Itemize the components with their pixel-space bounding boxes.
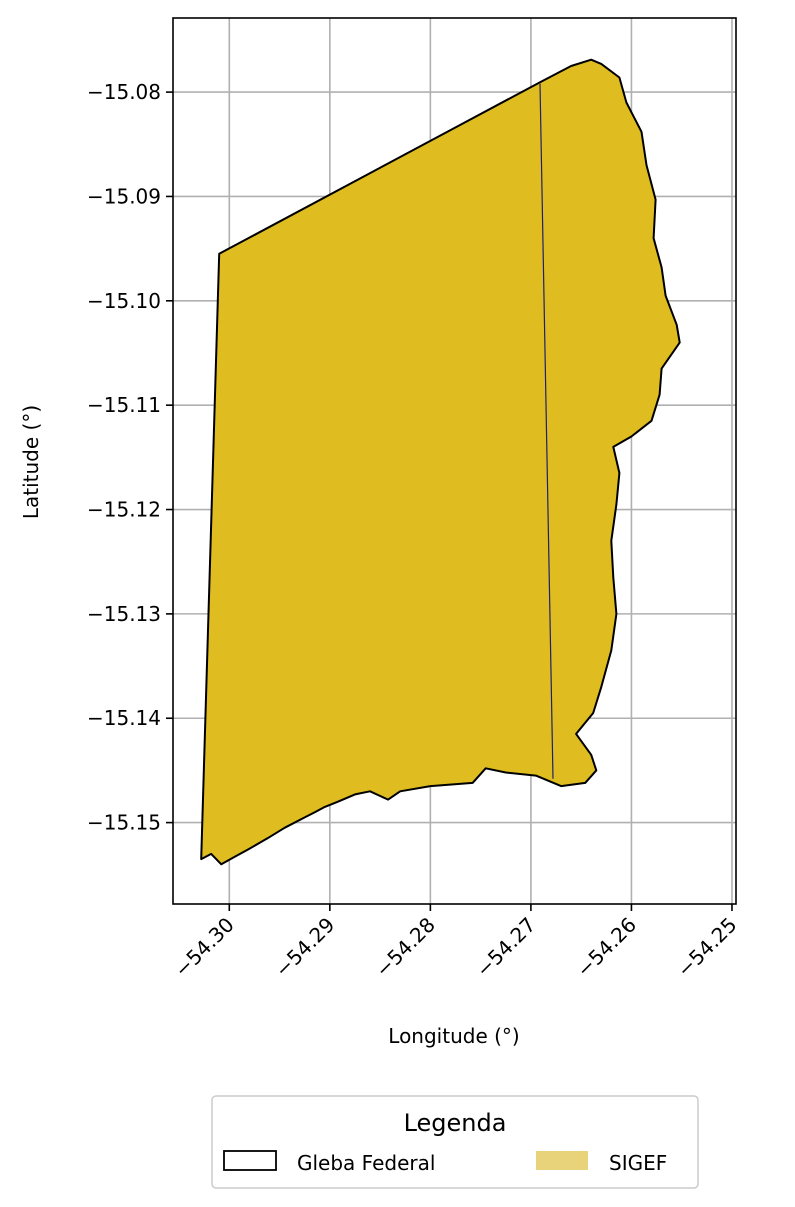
x-tick-label-0: −54.30 [170,913,239,982]
x-tick-label-5: −54.25 [672,913,741,982]
y-tick-label-0: −15.08 [87,80,161,104]
legend-swatch-sigef [536,1151,588,1170]
y-tick-label-4: −15.12 [87,498,161,522]
x-tick-label-4: −54.26 [572,913,641,982]
legend-swatch-gleba-federal [223,1150,277,1171]
x-tick-label-1: −54.29 [270,913,339,982]
x-axis-title: Longitude (°) [388,1024,519,1048]
legend-label-gleba-federal: Gleba Federal [297,1151,435,1175]
y-axis-title: Latitude (°) [19,405,43,519]
x-tick-label-2: −54.28 [371,913,440,982]
y-tick-label-7: −15.15 [87,811,161,835]
y-tick-label-6: −15.14 [87,706,161,730]
boundary-gleba-federal [539,83,554,779]
legend: Legenda Gleba Federal SIGEF [211,1095,699,1189]
y-tick-label-3: −15.11 [87,393,161,417]
y-tick-label-5: −15.13 [87,602,161,626]
polygon-sigef [200,58,681,866]
map-shapes [200,58,681,866]
y-tick-label-1: −15.09 [87,184,161,208]
y-tick-label-2: −15.10 [87,289,161,313]
plot-frame [172,17,737,905]
legend-title: Legenda [404,1109,507,1137]
legend-label-sigef: SIGEF [609,1151,667,1175]
x-tick-label-3: −54.27 [471,913,540,982]
